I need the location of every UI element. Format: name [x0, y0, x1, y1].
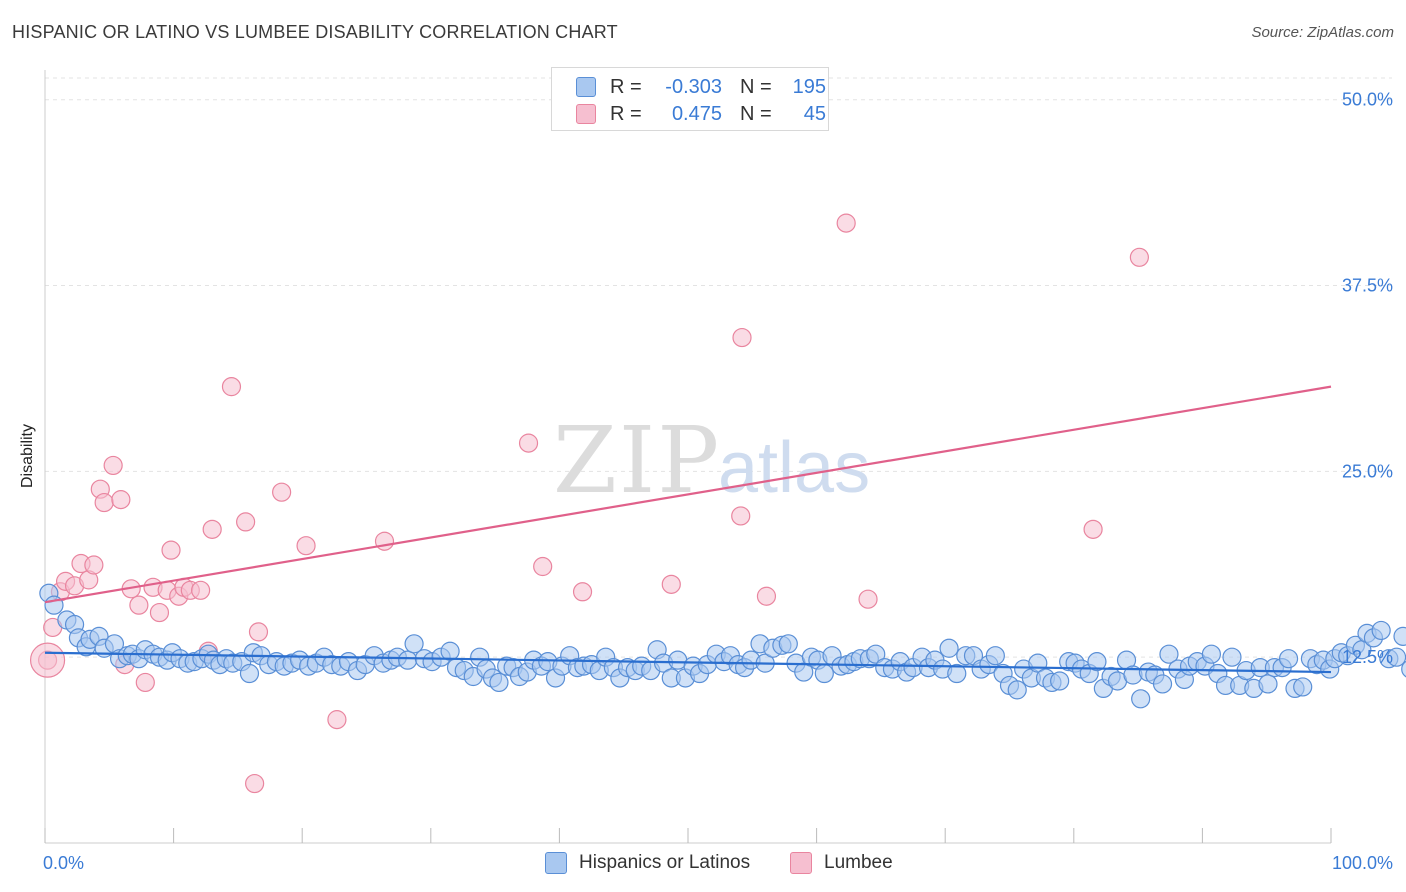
lumbee-point — [661, 574, 681, 594]
lumbee-point — [149, 602, 170, 623]
lumbee-point — [236, 512, 256, 532]
legend-row-hispanic: R = -0.303 N = 195 — [576, 75, 826, 99]
lumbee-point — [161, 540, 181, 560]
hispanic-point — [939, 638, 959, 658]
lumbee-point — [374, 531, 395, 551]
legend-n-value: 45 — [803, 102, 826, 125]
legend-r-label: R = — [610, 102, 642, 125]
legend-row-lumbee: R = 0.475 N = 45 — [576, 102, 826, 126]
hispanic-point — [404, 634, 424, 654]
lumbee-point — [1083, 519, 1103, 539]
y-tick-label: 37.5% — [1342, 276, 1393, 296]
hispanic-point — [489, 672, 509, 693]
lumbee-point — [84, 555, 104, 575]
lumbee-point — [836, 213, 856, 233]
x-tick-label-min: 0.0% — [43, 853, 84, 873]
hispanic-point — [1131, 689, 1151, 709]
lumbee-point — [518, 433, 539, 453]
legend-item-label: Lumbee — [824, 852, 893, 873]
hispanic-point — [1007, 680, 1027, 700]
lumbee-point — [533, 556, 553, 577]
legend-item-lumbee[interactable]: Lumbee — [790, 852, 893, 874]
lumbee-point — [732, 327, 752, 348]
lumbee-point — [103, 455, 123, 476]
hispanic-point — [814, 663, 834, 684]
source-credit: Source: ZipAtlas.com — [1251, 24, 1394, 41]
tick-labels: 12.5% 25.0% 37.5% 50.0% 0.0% 100.0% — [43, 90, 1393, 873]
lumbee-point — [572, 582, 593, 602]
lumbee-point — [248, 622, 269, 642]
lumbee-points — [29, 213, 1149, 794]
correlation-legend: R = -0.303 N = 195 R = 0.475 N = 45 — [551, 67, 829, 131]
hispanic-point — [1258, 674, 1278, 694]
axes — [44, 70, 1332, 844]
lumbee-point — [858, 589, 878, 609]
lumbee-point — [272, 482, 292, 502]
legend-r-value: -0.303 — [665, 75, 722, 98]
chart-title: HISPANIC OR LATINO VS LUMBEE DISABILITY … — [12, 22, 618, 42]
lumbee-point — [111, 490, 131, 510]
legend-item-hispanic[interactable]: Hispanics or Latinos — [545, 852, 750, 874]
legend-swatch-pink — [790, 852, 812, 874]
legend-n-label: N = — [740, 75, 772, 98]
legend-n-value: 195 — [792, 75, 826, 98]
hispanic-point — [866, 644, 886, 664]
lumbee-point — [191, 580, 211, 600]
series-legend: Hispanics or Latinos Lumbee — [0, 852, 1406, 878]
hispanic-point — [947, 663, 967, 684]
hispanic-point — [1222, 647, 1242, 667]
hispanic-point — [1278, 649, 1299, 669]
hispanic-point — [1201, 644, 1222, 664]
hispanic-point — [1087, 652, 1107, 672]
lumbee-point — [327, 710, 347, 730]
legend-swatch-blue — [576, 77, 596, 97]
hispanic-point — [1159, 644, 1179, 664]
lumbee-point — [296, 536, 316, 556]
lumbee-point — [129, 595, 149, 615]
watermark-zip: ZIP — [553, 407, 721, 514]
hispanic-point — [778, 634, 798, 654]
hispanic-points — [39, 583, 1406, 709]
lumbee-point — [1129, 247, 1149, 267]
lumbee-point — [245, 773, 265, 794]
watermark: ZIP atlas — [553, 407, 870, 514]
lumbee-point — [202, 519, 222, 539]
lumbee-point — [756, 586, 777, 606]
hispanic-point — [1371, 620, 1391, 641]
lumbee-point — [731, 506, 751, 526]
hispanic-point — [1152, 674, 1173, 694]
trend-lines — [44, 385, 1332, 674]
y-tick-label: 50.0% — [1342, 90, 1393, 110]
hispanic-point — [440, 641, 460, 661]
legend-r-label: R = — [610, 75, 642, 98]
legend-swatch-pink — [576, 104, 596, 124]
lumbee-point-large — [29, 642, 66, 678]
hispanic-point — [985, 646, 1005, 666]
y-tick-label: 12.5% — [1342, 647, 1393, 667]
hispanic-point — [1401, 660, 1406, 678]
legend-item-label: Hispanics or Latinos — [579, 852, 751, 873]
lumbee-point — [135, 672, 155, 693]
hispanic-point — [1050, 671, 1070, 691]
grid-lines — [45, 77, 1392, 658]
lumbee-point — [94, 492, 114, 513]
hispanic-point — [1393, 626, 1406, 646]
hispanic-trend-line — [44, 651, 1332, 674]
legend-swatch-blue — [545, 852, 567, 874]
hispanic-point — [239, 663, 260, 684]
lumbee-point — [221, 377, 242, 397]
hispanic-point — [1293, 677, 1313, 697]
legend-n-label: N = — [740, 102, 772, 125]
hispanic-point — [398, 650, 418, 670]
y-tick-label: 25.0% — [1342, 461, 1393, 481]
lumbee-trend-line — [44, 385, 1332, 604]
y-axis-label: Disability — [19, 423, 36, 489]
x-tick-label-max: 100.0% — [1332, 853, 1393, 873]
legend-r-value: 0.475 — [671, 102, 722, 125]
